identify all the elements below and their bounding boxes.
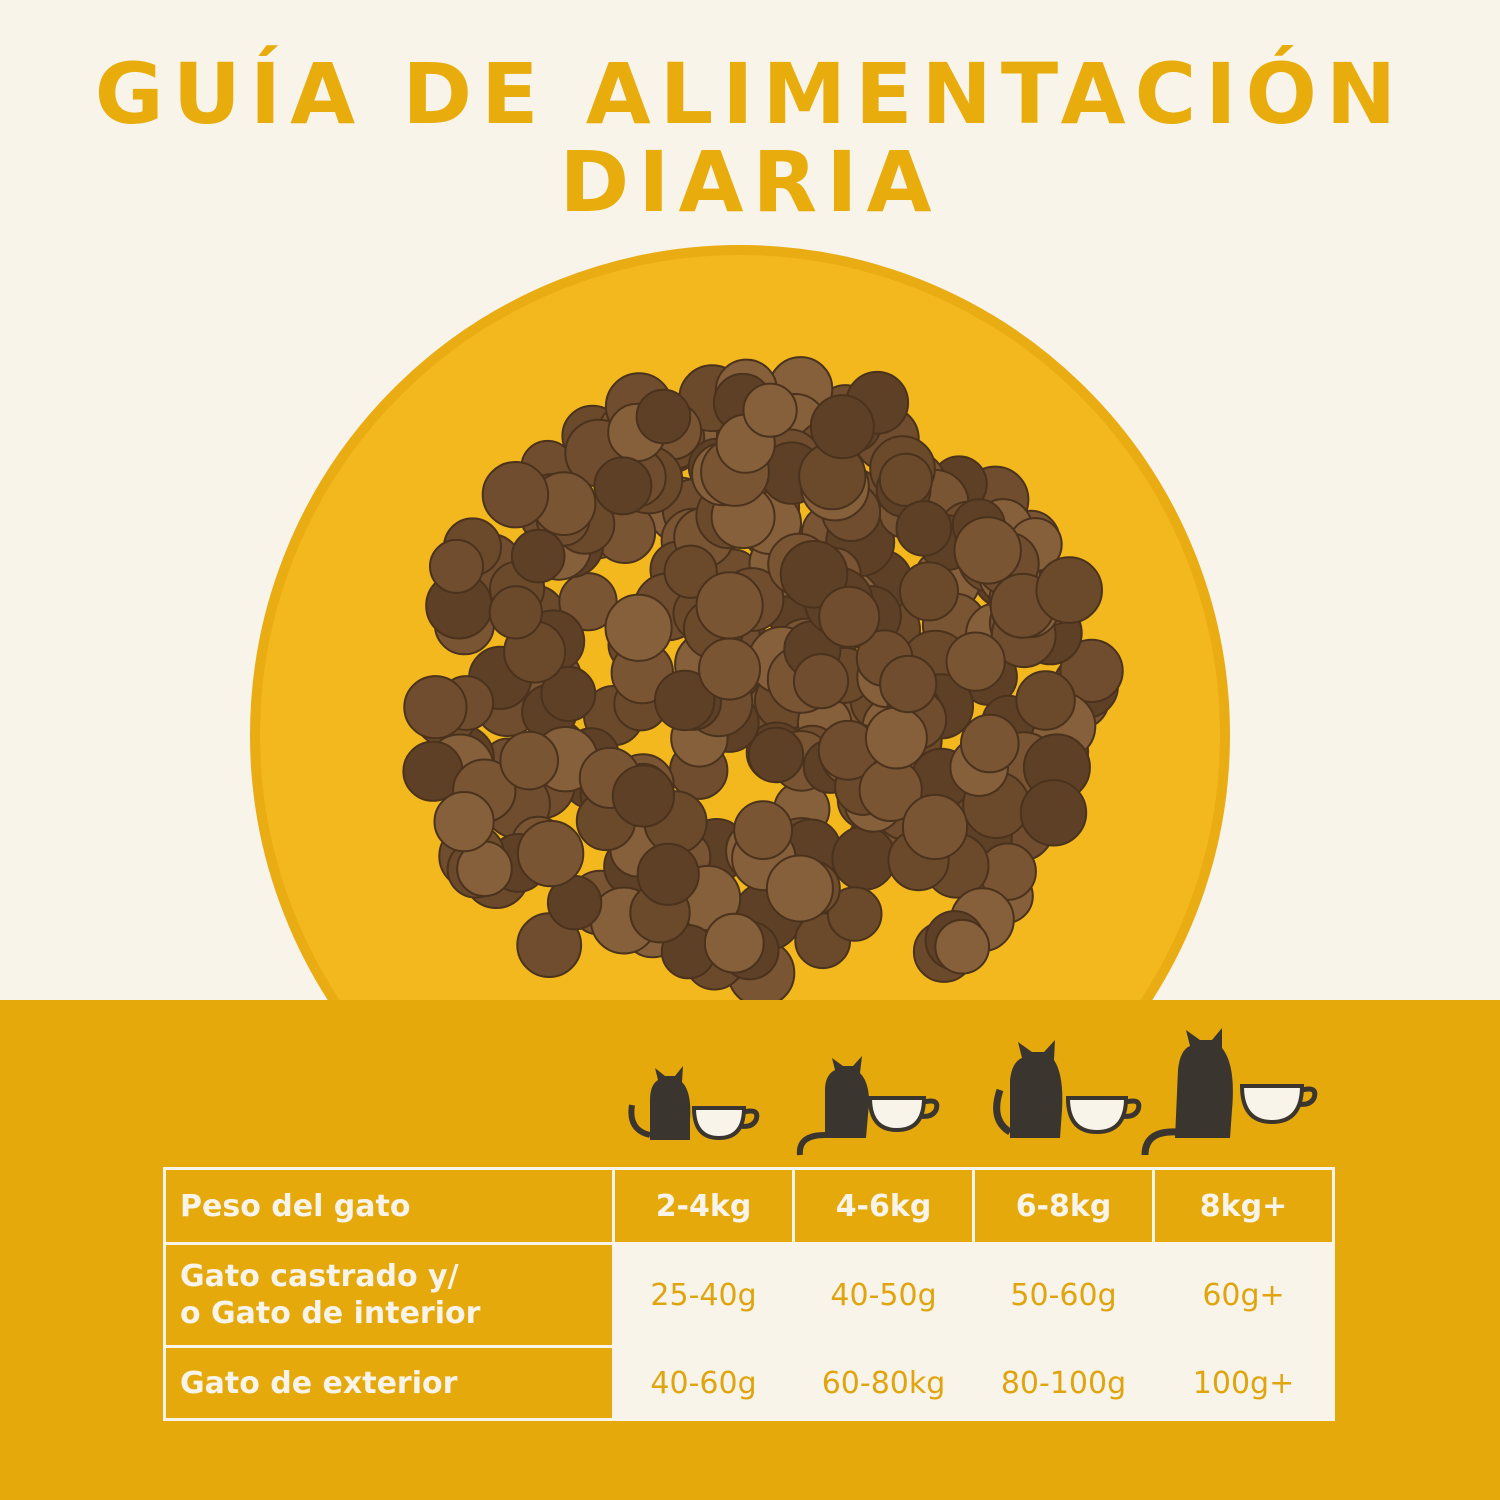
kibble — [945, 631, 1006, 692]
kibble — [1019, 779, 1088, 847]
kibble — [1059, 638, 1124, 704]
plate-rim — [250, 245, 1230, 1000]
kibble — [516, 819, 585, 888]
kibble — [499, 730, 560, 791]
kibble — [635, 388, 692, 445]
kibble — [953, 516, 1022, 585]
kibble — [593, 456, 653, 516]
weight-cell: 4-6kg — [792, 1167, 975, 1245]
kibble — [433, 791, 495, 853]
weight-cell: 6-8kg — [972, 1167, 1155, 1245]
kibble — [899, 561, 959, 622]
amount-cell: 80-100g — [972, 1345, 1155, 1421]
amount-cell: 25-40g — [612, 1242, 795, 1348]
kibble — [403, 675, 468, 740]
title-line: DIARIA — [559, 133, 941, 231]
kibble — [611, 764, 676, 828]
kibble — [864, 706, 928, 770]
kibble — [698, 637, 761, 701]
cat-icon-large — [993, 1040, 1142, 1138]
kibble — [792, 653, 850, 710]
kibble — [429, 538, 484, 594]
kibble — [604, 593, 673, 662]
kibble — [488, 585, 543, 640]
kibble — [809, 394, 875, 460]
kibble — [1015, 670, 1076, 731]
kibble — [1035, 556, 1103, 624]
kibble — [703, 912, 765, 974]
row-label-line: o Gato de interior — [180, 1296, 481, 1331]
table-row: Gato de exterior 40-60g 60-80kg 80-100g … — [163, 1345, 1335, 1421]
kibble — [733, 800, 793, 860]
cat-icon-small — [628, 1066, 760, 1141]
kibble — [654, 669, 716, 732]
amount-cell: 100g+ — [1152, 1345, 1335, 1421]
kibble — [960, 713, 1020, 774]
artwork — [250, 245, 1230, 1000]
kibble — [879, 654, 938, 714]
amount-cell: 40-60g — [612, 1345, 795, 1421]
amount-cell: 60g+ — [1152, 1242, 1335, 1348]
kibble — [636, 842, 700, 906]
kibble — [765, 854, 834, 923]
kibble-pile — [402, 356, 1124, 1000]
kibble — [831, 825, 897, 891]
row-label: Gato castrado y/ o Gato de interior — [163, 1242, 615, 1348]
kibble — [695, 571, 764, 640]
feeding-table: Peso del gato 2-4kg 4-6kg 6-8kg 8kg+ Gat… — [163, 1167, 1335, 1421]
title: GUÍA DE ALIMENTACIÓN DIARIA — [0, 50, 1500, 226]
kibble — [481, 461, 550, 529]
cat-icons — [628, 1028, 1318, 1156]
kibble — [895, 500, 953, 557]
amount-cell: 50-60g — [972, 1242, 1155, 1348]
row-label: Gato de exterior — [163, 1345, 615, 1421]
row-label-line: Gato de exterior — [180, 1365, 458, 1401]
kibble — [540, 665, 597, 722]
kibble — [747, 726, 805, 784]
weight-cell: 8kg+ — [1152, 1167, 1335, 1245]
row-label: Peso del gato — [163, 1167, 615, 1245]
cat-icon-medium — [796, 1056, 940, 1156]
row-label-line: Gato castrado y/ — [180, 1259, 459, 1294]
weight-cell: 2-4kg — [612, 1167, 795, 1245]
kibble — [934, 918, 991, 975]
cat-icon-xlarge — [1141, 1028, 1318, 1156]
amount-cell: 40-50g — [792, 1242, 975, 1348]
table-row: Gato castrado y/ o Gato de interior 25-4… — [163, 1242, 1335, 1348]
kibble — [901, 793, 969, 861]
kibble — [510, 528, 566, 584]
amount-cell: 60-80kg — [792, 1345, 975, 1421]
kibble — [742, 382, 798, 438]
kibble — [818, 585, 881, 648]
table-header-row: Peso del gato 2-4kg 4-6kg 6-8kg 8kg+ — [163, 1167, 1335, 1245]
title-line: GUÍA DE ALIMENTACIÓN — [94, 45, 1406, 143]
kibble — [826, 886, 883, 942]
kibble — [779, 540, 849, 609]
kibble — [878, 452, 934, 507]
